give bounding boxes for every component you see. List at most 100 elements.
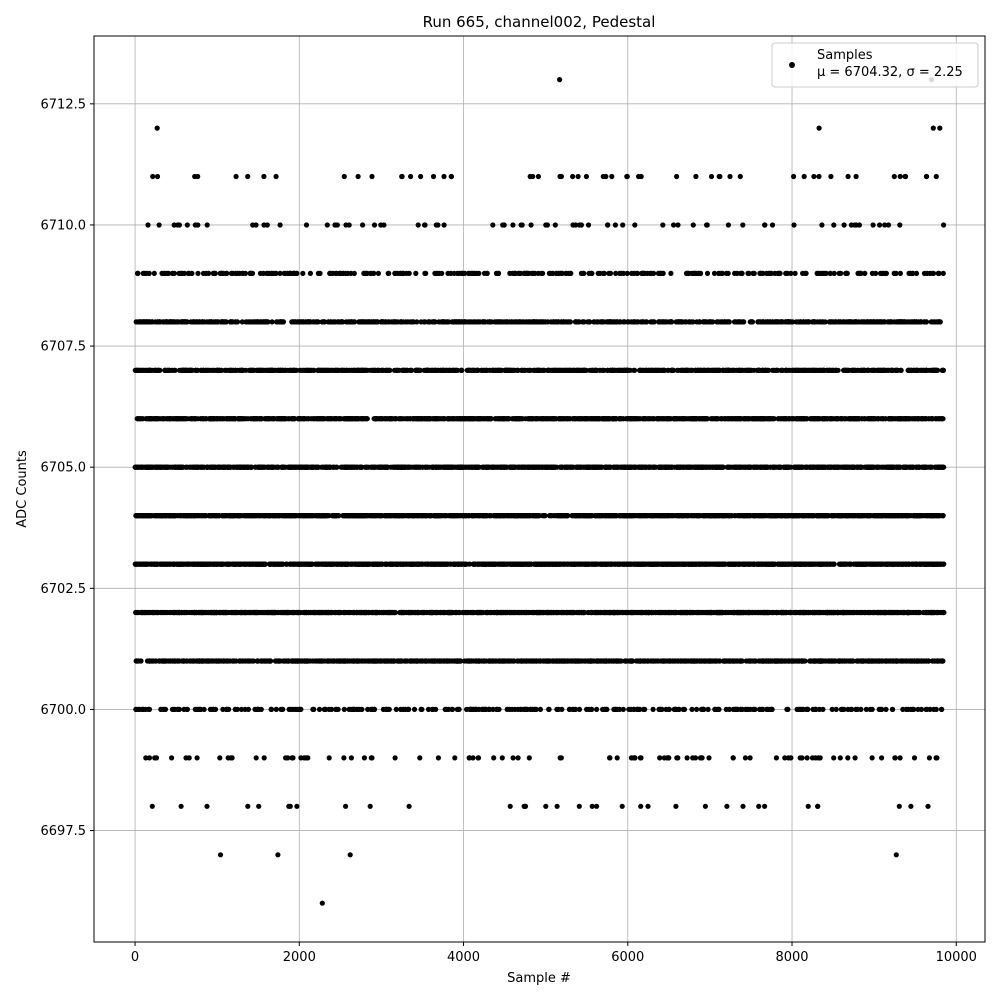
data-point	[391, 609, 397, 616]
data-point	[357, 658, 363, 664]
data-point	[789, 658, 795, 664]
data-point	[662, 658, 669, 664]
data-point	[311, 706, 317, 713]
data-point	[671, 706, 677, 713]
data-point	[740, 803, 746, 809]
data-point	[470, 755, 476, 761]
data-point	[369, 706, 375, 713]
data-point	[523, 658, 529, 664]
data-point	[758, 706, 764, 713]
data-point	[659, 609, 666, 616]
data-point	[883, 706, 889, 713]
data-point	[374, 561, 380, 567]
data-point	[445, 706, 452, 713]
data-point	[897, 755, 903, 761]
data-point	[367, 803, 373, 809]
data-point	[567, 561, 573, 567]
data-point	[841, 561, 847, 567]
data-point	[809, 755, 816, 761]
data-point	[715, 706, 721, 713]
data-point	[785, 755, 792, 761]
data-point	[507, 609, 513, 616]
data-point	[312, 658, 318, 664]
data-point	[839, 706, 845, 713]
data-point	[908, 706, 914, 713]
data-point	[804, 755, 810, 761]
data-point	[702, 803, 709, 809]
data-point	[341, 706, 347, 713]
data-point	[819, 561, 825, 567]
data-point	[911, 755, 918, 761]
data-point	[725, 561, 732, 567]
data-point	[347, 852, 353, 858]
data-point	[730, 706, 737, 713]
data-point	[492, 561, 498, 567]
data-point	[242, 706, 248, 713]
data-point	[831, 755, 837, 761]
data-point	[215, 658, 221, 664]
data-point	[139, 706, 145, 713]
data-point	[841, 609, 847, 616]
data-point	[797, 755, 803, 761]
data-point	[805, 803, 811, 809]
data-point	[672, 609, 679, 616]
data-point	[138, 658, 144, 664]
data-point	[847, 609, 854, 616]
data-point	[499, 755, 505, 761]
data-point	[900, 658, 907, 664]
data-point	[762, 609, 768, 616]
data-point	[650, 706, 656, 713]
data-point	[673, 803, 679, 809]
data-point	[357, 609, 363, 616]
data-point	[639, 609, 645, 616]
data-point	[927, 706, 933, 713]
data-point	[680, 706, 686, 713]
data-point	[468, 706, 474, 713]
data-point	[645, 803, 651, 809]
data-point	[515, 755, 521, 761]
data-point	[414, 658, 420, 664]
data-point	[509, 706, 515, 713]
data-point	[738, 658, 744, 664]
data-point	[195, 658, 201, 664]
data-point	[781, 658, 788, 664]
data-point	[214, 609, 220, 616]
data-point	[925, 658, 931, 664]
data-point	[569, 658, 575, 664]
data-point	[815, 803, 821, 809]
data-point	[298, 609, 304, 616]
data-point	[785, 706, 791, 713]
data-point	[272, 561, 279, 567]
data-point	[869, 706, 875, 713]
data-point	[243, 561, 249, 567]
data-point	[421, 658, 427, 664]
data-point	[560, 658, 567, 664]
data-point	[481, 658, 487, 664]
data-point	[823, 658, 829, 664]
data-point	[466, 755, 472, 761]
data-point	[178, 803, 184, 809]
data-point	[701, 706, 707, 713]
data-point	[550, 561, 556, 567]
data-point	[653, 609, 659, 616]
data-point	[405, 706, 411, 713]
data-point	[350, 658, 357, 664]
data-point	[925, 803, 931, 809]
data-point	[487, 706, 493, 713]
data-point	[345, 658, 351, 664]
data-point	[336, 658, 342, 664]
data-point	[632, 755, 638, 761]
data-point	[925, 561, 931, 567]
data-point	[290, 609, 296, 616]
data-point	[273, 706, 279, 713]
data-point	[696, 561, 702, 567]
data-point	[549, 609, 555, 616]
data-point	[219, 561, 225, 567]
data-point	[585, 609, 591, 616]
data-point	[908, 803, 914, 809]
data-point	[805, 706, 811, 713]
data-point	[195, 706, 202, 713]
data-point	[773, 755, 780, 761]
data-point	[845, 755, 851, 761]
